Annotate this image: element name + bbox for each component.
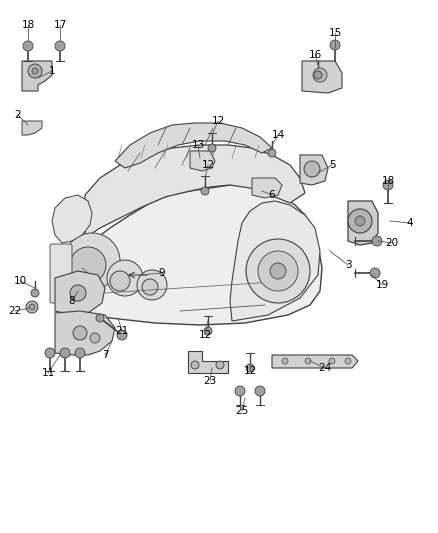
Text: 23: 23 [203,376,216,386]
Polygon shape [55,311,115,355]
Polygon shape [52,195,92,243]
Circle shape [304,358,310,364]
Text: 12: 12 [198,330,211,340]
Circle shape [117,330,127,340]
Circle shape [141,279,158,295]
Text: 20: 20 [385,238,398,248]
Polygon shape [251,178,281,198]
Circle shape [344,358,350,364]
Text: 10: 10 [14,276,27,286]
Text: 1: 1 [49,66,55,76]
Polygon shape [272,355,357,368]
Text: 12: 12 [201,160,214,170]
Polygon shape [85,145,304,238]
Circle shape [371,236,381,246]
Polygon shape [22,61,52,91]
Circle shape [96,314,104,322]
Circle shape [45,348,55,358]
Text: 7: 7 [102,350,108,360]
Text: 9: 9 [158,268,165,278]
Circle shape [245,364,254,372]
Text: 19: 19 [374,280,388,290]
Circle shape [107,260,143,296]
Text: 5: 5 [328,160,335,170]
Circle shape [382,180,392,190]
Circle shape [313,71,321,79]
Polygon shape [115,123,272,168]
Circle shape [70,247,106,283]
Text: 2: 2 [14,110,21,120]
Text: 11: 11 [41,368,54,378]
Circle shape [29,304,35,310]
Text: 18: 18 [21,20,35,30]
Text: 8: 8 [68,296,75,306]
Circle shape [201,187,208,195]
Circle shape [328,358,334,364]
Circle shape [26,301,38,313]
Circle shape [31,289,39,297]
Text: 3: 3 [344,260,350,270]
Polygon shape [301,61,341,93]
Circle shape [267,149,276,157]
Text: 17: 17 [53,20,67,30]
Circle shape [254,386,265,396]
Text: 25: 25 [235,406,248,416]
Circle shape [191,361,198,369]
Circle shape [258,251,297,291]
Circle shape [208,144,215,152]
Circle shape [137,270,166,300]
Text: 15: 15 [328,28,341,38]
Polygon shape [187,351,227,373]
Circle shape [73,326,87,340]
Text: 4: 4 [406,218,412,228]
Circle shape [347,209,371,233]
Circle shape [204,327,212,335]
Polygon shape [60,185,321,325]
Circle shape [55,41,65,51]
Polygon shape [347,201,377,245]
Text: 14: 14 [271,130,284,140]
Polygon shape [22,121,42,135]
Circle shape [329,40,339,50]
Circle shape [32,68,38,74]
Circle shape [354,216,364,226]
Text: 21: 21 [115,326,128,336]
Circle shape [245,239,309,303]
Text: 16: 16 [307,50,321,60]
Circle shape [215,361,223,369]
Polygon shape [190,151,215,171]
Circle shape [90,333,100,343]
Polygon shape [299,155,327,185]
Circle shape [28,64,42,78]
Circle shape [60,348,70,358]
Circle shape [281,358,287,364]
Text: 12: 12 [211,116,224,126]
Circle shape [269,263,285,279]
Circle shape [23,41,33,51]
Circle shape [70,285,86,301]
Polygon shape [55,271,105,315]
Polygon shape [230,201,319,321]
Text: 18: 18 [381,176,394,186]
Text: 24: 24 [318,363,331,373]
Text: 22: 22 [8,306,21,316]
Circle shape [64,233,120,289]
Text: 12: 12 [243,366,256,376]
Text: 13: 13 [191,140,204,150]
Circle shape [75,348,85,358]
Circle shape [234,386,244,396]
Circle shape [303,161,319,177]
Circle shape [110,271,130,291]
Circle shape [312,68,326,82]
Circle shape [369,268,379,278]
Text: 6: 6 [268,190,275,200]
FancyBboxPatch shape [50,244,72,303]
